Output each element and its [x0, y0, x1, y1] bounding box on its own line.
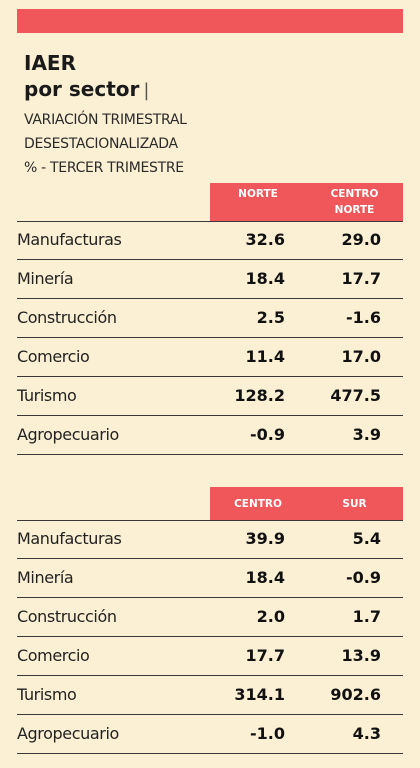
row-label: Comercio [17, 646, 90, 665]
row-value-col-2: 1.7 [352, 607, 381, 626]
row-value-col-2: 3.9 [352, 425, 381, 444]
table-row: Manufacturas 32.6 29.0 [17, 221, 403, 260]
table-1-header: NORTE CENTRO NORTE [210, 183, 403, 221]
title-line-1: IAER [24, 51, 76, 75]
row-value-col-1: 18.4 [245, 568, 285, 587]
row-label: Construcción [17, 308, 117, 327]
row-value-col-2: -1.6 [346, 308, 381, 327]
row-label: Manufacturas [17, 529, 122, 548]
table-row: Comercio 11.4 17.0 [17, 338, 403, 377]
table-row: Turismo 128.2 477.5 [17, 377, 403, 416]
title-line-2-text: por sector [24, 77, 140, 101]
table-2: Manufacturas 39.9 5.4 Minería 18.4 -0.9 Constr… [17, 520, 403, 754]
title-separator: | [143, 80, 150, 101]
table-row: Turismo 314.1 902.6 [17, 676, 403, 715]
table-row: Construcción 2.5 -1.6 [17, 299, 403, 338]
row-label: Comercio [17, 347, 90, 366]
row-value-col-1: 32.6 [245, 230, 285, 249]
table-row: Agropecuario -1.0 4.3 [17, 715, 403, 754]
row-value-col-2: 477.5 [330, 386, 381, 405]
row-label: Minería [17, 568, 74, 587]
table-row: Agropecuario -0.9 3.9 [17, 416, 403, 455]
row-value-col-2: 4.3 [352, 724, 381, 743]
row-value-col-2: 29.0 [341, 230, 381, 249]
table-row: Manufacturas 39.9 5.4 [17, 520, 403, 559]
column-header-norte: NORTE [238, 188, 278, 200]
row-value-col-1: 39.9 [245, 529, 285, 548]
row-value-col-2: 17.7 [341, 269, 381, 288]
table-1-top-rule [17, 221, 403, 222]
row-value-col-1: 2.0 [256, 607, 285, 626]
table-row: Minería 18.4 17.7 [17, 260, 403, 299]
table-row: Construcción 2.0 1.7 [17, 598, 403, 637]
table-2-header: CENTRO SUR [210, 487, 403, 520]
row-value-col-1: 17.7 [245, 646, 285, 665]
row-value-col-2: 17.0 [341, 347, 381, 366]
subtitle-line-3: % - TERCER TRIMESTRE [24, 160, 184, 176]
row-value-col-2: -0.9 [346, 568, 381, 587]
row-value-col-2: 5.4 [352, 529, 381, 548]
row-label: Agropecuario [17, 425, 119, 444]
row-value-col-1: 18.4 [245, 269, 285, 288]
subtitle-line-2: DESESTACIONALIZADA [24, 136, 178, 152]
subtitle-line-1: VARIACIÓN TRIMESTRAL [24, 112, 187, 128]
column-header-sur: SUR [342, 498, 367, 510]
column-header-centro: CENTRO [234, 498, 282, 510]
page-title: IAER por sector | [24, 50, 149, 104]
table-2-top-rule [17, 520, 403, 521]
table-row: Comercio 17.7 13.9 [17, 637, 403, 676]
row-label: Minería [17, 269, 74, 288]
subtitle: VARIACIÓN TRIMESTRAL DESESTACIONALIZADA … [24, 108, 187, 180]
table-1: Manufacturas 32.6 29.0 Minería 18.4 17.7 Const… [17, 221, 403, 455]
row-label: Agropecuario [17, 724, 119, 743]
row-value-col-1: 11.4 [245, 347, 285, 366]
row-value-col-1: 128.2 [234, 386, 285, 405]
row-label: Construcción [17, 607, 117, 626]
row-value-col-2: 902.6 [330, 685, 381, 704]
row-value-col-1: -0.9 [250, 425, 285, 444]
title-line-2: por sector | [24, 76, 149, 104]
top-accent-bar [17, 9, 403, 33]
row-value-col-1: 314.1 [234, 685, 285, 704]
table-row: Minería 18.4 -0.9 [17, 559, 403, 598]
row-label: Turismo [17, 685, 77, 704]
column-header-centro-norte-line-1: CENTRO [330, 188, 379, 200]
row-label: Turismo [17, 386, 77, 405]
column-header-centro-norte-line-2: NORTE [334, 204, 375, 216]
row-label: Manufacturas [17, 230, 122, 249]
row-value-col-1: 2.5 [256, 308, 285, 327]
row-value-col-1: -1.0 [250, 724, 285, 743]
row-value-col-2: 13.9 [341, 646, 381, 665]
